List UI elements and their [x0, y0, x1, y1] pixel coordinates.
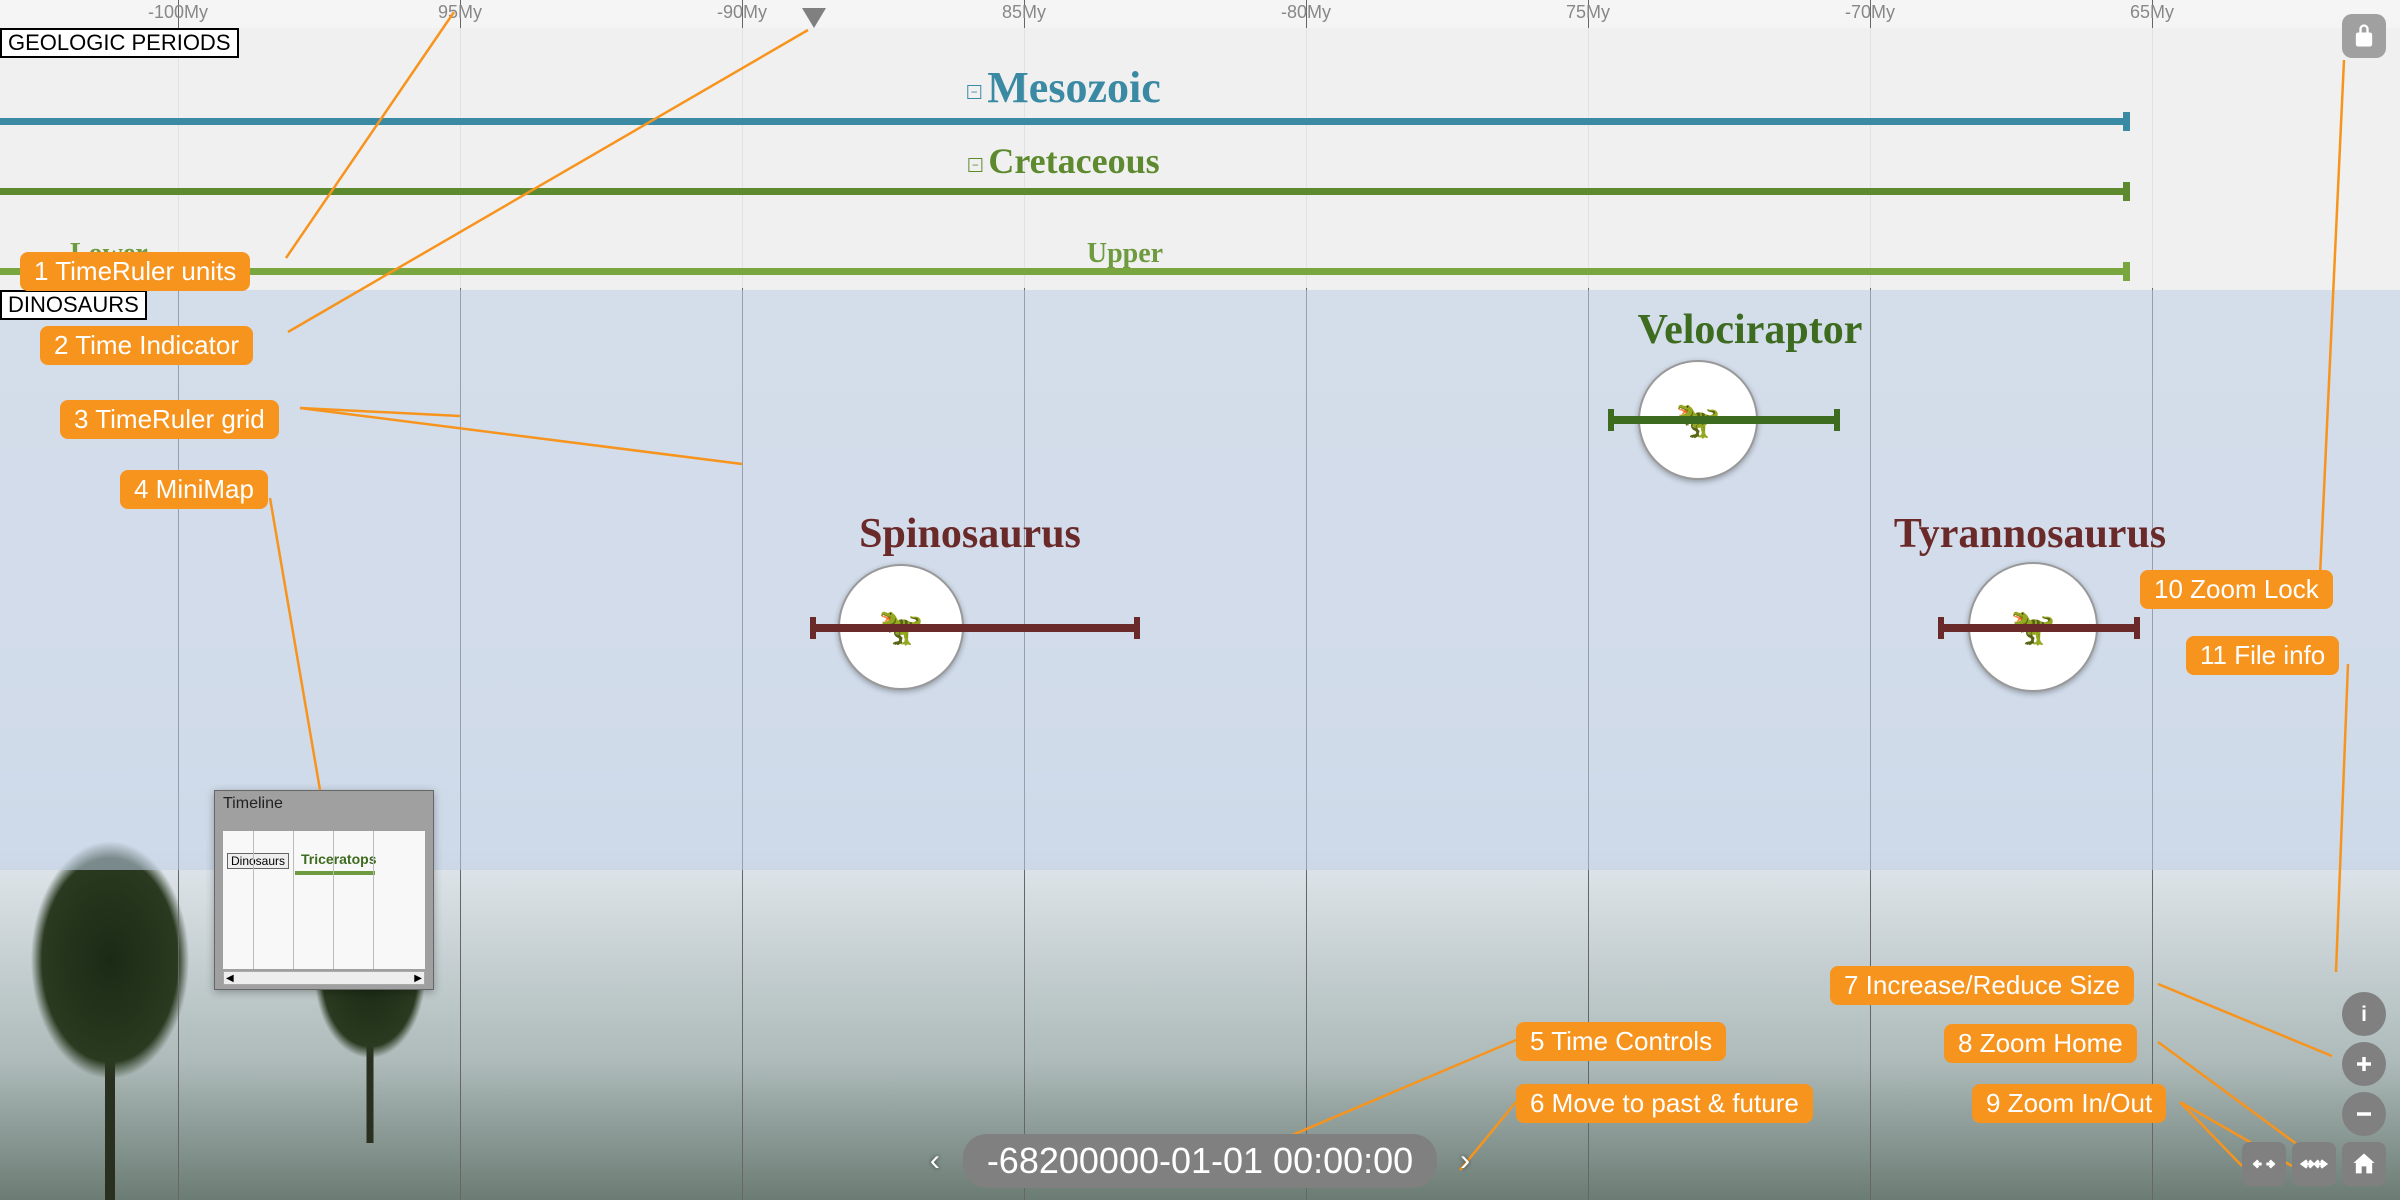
- minimap-row-label: Dinosaurs: [227, 853, 289, 869]
- ruler-tick: 65My: [2130, 2, 2174, 23]
- collapse-icon[interactable]: −: [967, 85, 981, 99]
- minimap-item-label: Triceratops: [301, 851, 376, 867]
- minimap-body[interactable]: Dinosaurs Triceratops: [223, 831, 425, 969]
- time-prev-button[interactable]: ‹: [917, 1143, 953, 1179]
- time-next-button[interactable]: ›: [1447, 1143, 1483, 1179]
- ruler-tick: -100My: [148, 2, 208, 23]
- callout-6: 6 Move to past & future: [1516, 1084, 1813, 1123]
- dino-bar-velociraptor[interactable]: [1608, 416, 1840, 424]
- zoom-home-button[interactable]: [2342, 1142, 2386, 1186]
- period-bar-mesozoic[interactable]: [0, 118, 2130, 125]
- zoom-increase-button[interactable]: [2342, 1042, 2386, 1086]
- dino-label-spinosaurus[interactable]: Spinosaurus: [859, 510, 1081, 558]
- zoom-toolbar: i: [2242, 992, 2386, 1186]
- period-title-mesozoic[interactable]: −Mesozoic: [967, 62, 1160, 113]
- geologic-periods-area: GEOLOGIC PERIODS −Mesozoic −Cretaceous L…: [0, 28, 2400, 288]
- zoom-in-button[interactable]: [2292, 1142, 2336, 1186]
- dino-label-velociraptor[interactable]: Velociraptor: [1638, 306, 1863, 354]
- period-subtitle-upper[interactable]: Upper: [1087, 238, 1163, 270]
- dino-bar-spinosaurus[interactable]: [810, 624, 1140, 632]
- callout-9: 9 Zoom In/Out: [1972, 1084, 2166, 1123]
- current-time-display[interactable]: -68200000-01-01 00:00:00: [963, 1134, 1437, 1188]
- period-label: Cretaceous: [988, 141, 1159, 181]
- callout-4: 4 MiniMap: [120, 470, 268, 509]
- callout-7: 7 Increase/Reduce Size: [1830, 966, 2134, 1005]
- callout-2: 2 Time Indicator: [40, 326, 253, 365]
- section-label-dinosaurs: DINOSAURS: [0, 290, 147, 320]
- ruler-tick: -90My: [717, 2, 767, 23]
- callout-10: 10 Zoom Lock: [2140, 570, 2333, 609]
- callout-3: 3 TimeRuler grid: [60, 400, 279, 439]
- period-title-cretaceous[interactable]: −Cretaceous: [968, 140, 1159, 182]
- callout-5: 5 Time Controls: [1516, 1022, 1726, 1061]
- file-info-button[interactable]: i: [2342, 992, 2386, 1036]
- minimap-title: Timeline: [215, 791, 433, 817]
- period-bar-cretaceous[interactable]: [0, 188, 2130, 195]
- period-label: Mesozoic: [987, 63, 1160, 112]
- callout-8: 8 Zoom Home: [1944, 1024, 2137, 1063]
- callout-11: 11 File info: [2186, 636, 2339, 675]
- dino-label-tyrannosaurus[interactable]: Tyrannosaurus: [1894, 510, 2166, 558]
- ruler-tick: -80My: [1281, 2, 1331, 23]
- time-indicator[interactable]: [802, 8, 826, 28]
- minimap[interactable]: Timeline Dinosaurs Triceratops ◀▶: [214, 790, 434, 990]
- ruler-tick: 85My: [1002, 2, 1046, 23]
- ruler-tick: 95My: [438, 2, 482, 23]
- collapse-icon[interactable]: −: [968, 158, 982, 172]
- zoom-lock-button[interactable]: [2342, 14, 2386, 58]
- section-label-periods: GEOLOGIC PERIODS: [0, 28, 239, 58]
- minimap-scrollbar[interactable]: ◀▶: [223, 971, 425, 985]
- dino-bar-tyrannosaurus[interactable]: [1938, 624, 2140, 632]
- ruler-tick: 75My: [1566, 2, 1610, 23]
- time-controls: ‹ -68200000-01-01 00:00:00 ›: [917, 1134, 1483, 1188]
- zoom-out-button[interactable]: [2242, 1142, 2286, 1186]
- zoom-decrease-button[interactable]: [2342, 1092, 2386, 1136]
- time-ruler[interactable]: -100My95My-90My85My-80My75My-70My65My: [0, 0, 2400, 18]
- period-bar-lower-upper[interactable]: [0, 268, 2130, 275]
- ruler-tick: -70My: [1845, 2, 1895, 23]
- svg-text:i: i: [2361, 1003, 2367, 1026]
- callout-1: 1 TimeRuler units: [20, 252, 250, 291]
